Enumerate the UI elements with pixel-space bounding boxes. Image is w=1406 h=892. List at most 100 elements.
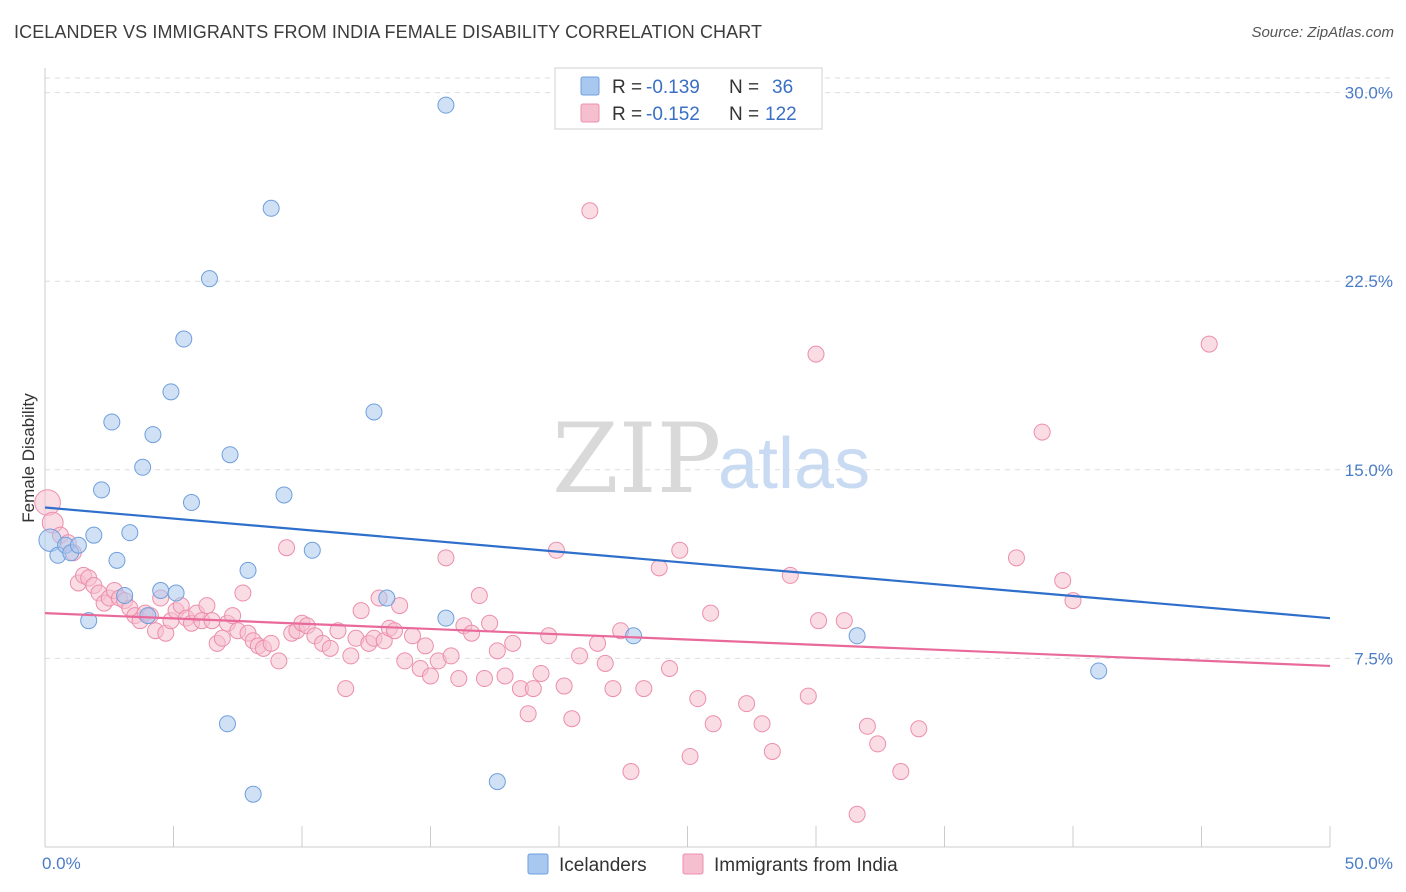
data-point-india (396, 652, 414, 670)
trend-line-icelanders (44, 506, 1331, 620)
y-axis-label: Female Disability (19, 393, 38, 523)
data-point-india (753, 715, 771, 733)
bottom-legend-label: Icelanders (559, 855, 647, 876)
data-point-india (635, 680, 653, 698)
data-point-india (416, 637, 434, 655)
data-point-icelanders (167, 584, 185, 602)
watermark: ZIP atlas (552, 403, 870, 515)
data-point-india (404, 627, 422, 645)
x-tick-labels: 0.0% 50.0% (42, 854, 1393, 873)
data-point-india (671, 541, 689, 559)
x-tick-label: 50.0% (1345, 854, 1393, 873)
data-point-india (704, 715, 722, 733)
y-tick-label: 22.5% (1345, 272, 1393, 291)
data-point-india (807, 345, 825, 363)
data-point-india (1054, 571, 1072, 589)
data-point-icelanders (262, 199, 280, 217)
data-point-india (858, 717, 876, 735)
data-point-icelanders (182, 493, 200, 511)
data-point-india (337, 680, 355, 698)
data-point-india (910, 720, 928, 738)
data-point-icelanders (139, 607, 157, 625)
data-point-india (496, 667, 514, 685)
data-point-icelanders (144, 426, 162, 444)
legend-r-label: R = (612, 104, 642, 125)
data-point-india (270, 652, 288, 670)
data-point-india (470, 587, 488, 605)
data-point-india (799, 687, 817, 705)
data-point-india (504, 634, 522, 652)
bottom-legend-swatch-india (682, 853, 704, 875)
y-tick-label: 7.5% (1354, 649, 1393, 668)
data-point-icelanders (275, 486, 293, 504)
chart-title: ICELANDER VS IMMIGRANTS FROM INDIA FEMAL… (14, 22, 763, 42)
data-point-india (555, 677, 573, 695)
data-point-india (321, 639, 339, 657)
data-point-icelanders (116, 587, 134, 605)
data-point-india (442, 647, 460, 665)
axes (44, 68, 1331, 848)
data-point-icelanders (244, 785, 262, 803)
data-point-india (524, 680, 542, 698)
data-point-india (738, 695, 756, 713)
watermark-atlas: atlas (718, 424, 870, 504)
data-point-icelanders (1090, 662, 1108, 680)
data-point-india (650, 559, 668, 577)
legend-r-value: -0.152 (646, 104, 700, 125)
data-point-icelanders (200, 270, 218, 288)
data-point-icelanders (437, 609, 455, 627)
data-point-icelanders (134, 458, 152, 476)
data-point-india (571, 647, 589, 665)
data-point-india (589, 634, 607, 652)
data-point-india (563, 710, 581, 728)
data-point-icelanders (103, 413, 121, 431)
y-tick-labels: 7.5% 15.0% 22.5% 30.0% (1345, 84, 1393, 669)
data-point-india (781, 566, 799, 584)
data-point-icelanders (162, 383, 180, 401)
legend-swatch-icelanders (580, 76, 600, 96)
data-point-india (763, 742, 781, 760)
data-point-india (661, 659, 679, 677)
y-tick-label: 30.0% (1345, 84, 1393, 103)
legend-swatch-india (580, 103, 600, 123)
legend-n-value: 36 (772, 77, 793, 98)
data-point-india (810, 612, 828, 630)
x-tick-label: 0.0% (42, 854, 81, 873)
series-icelanders-points (38, 96, 1108, 803)
data-point-india (892, 763, 910, 781)
data-point-india (622, 763, 640, 781)
stats-legend: R = -0.139 N = 36 R = -0.152 N = 122 (554, 67, 823, 130)
legend-n-label: N = (729, 77, 759, 98)
data-point-icelanders (93, 481, 111, 499)
legend-r-value: -0.139 (646, 77, 700, 98)
data-point-india (596, 654, 614, 672)
bottom-legend-label: Immigrants from India (714, 855, 898, 876)
data-point-india (450, 670, 468, 688)
data-point-india (848, 805, 866, 823)
data-point-india (463, 624, 481, 642)
data-point-icelanders (175, 330, 193, 348)
data-point-icelanders (108, 551, 126, 569)
data-point-india (869, 735, 887, 753)
data-point-india (604, 680, 622, 698)
data-point-india (329, 622, 347, 640)
bottom-legend: Icelanders Immigrants from India (527, 853, 898, 876)
data-point-india (532, 664, 550, 682)
data-point-india (386, 622, 404, 640)
data-point-india (689, 690, 707, 708)
data-point-india (262, 634, 280, 652)
data-point-india (835, 612, 853, 630)
data-point-india (1033, 423, 1051, 441)
data-point-india (519, 705, 537, 723)
data-point-icelanders (488, 773, 506, 791)
data-point-icelanders (80, 612, 98, 630)
data-point-india (391, 597, 409, 615)
data-point-icelanders (239, 561, 257, 579)
legend-n-value: 122 (765, 104, 797, 125)
data-point-india (34, 489, 61, 516)
data-point-icelanders (152, 582, 170, 600)
data-point-india (342, 647, 360, 665)
data-point-icelanders (221, 446, 239, 464)
legend-n-label: N = (729, 104, 759, 125)
data-point-india (422, 667, 439, 685)
